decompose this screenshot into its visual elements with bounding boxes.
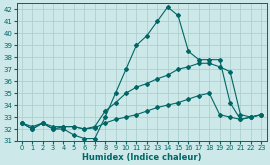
X-axis label: Humidex (Indice chaleur): Humidex (Indice chaleur) [82, 152, 201, 162]
